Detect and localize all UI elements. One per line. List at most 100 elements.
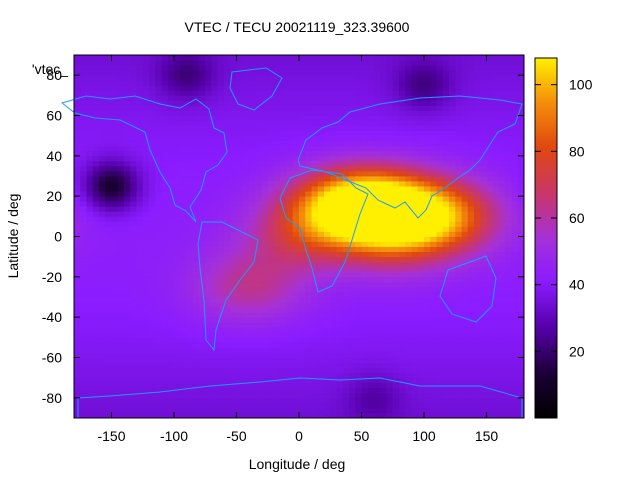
heatmap-cell	[74, 267, 81, 272]
heatmap-cell	[399, 176, 406, 181]
heatmap-cell	[387, 352, 394, 357]
heatmap-cell	[343, 75, 350, 80]
heatmap-cell	[312, 312, 319, 317]
heatmap-cell	[349, 378, 356, 383]
heatmap-cell	[249, 408, 256, 413]
heatmap-cell	[474, 327, 481, 332]
heatmap-cell	[368, 352, 375, 357]
heatmap-cell	[205, 95, 212, 100]
heatmap-cell	[305, 403, 312, 408]
heatmap-cell	[455, 90, 462, 95]
heatmap-cell	[187, 352, 194, 357]
heatmap-cell	[180, 131, 187, 136]
heatmap-cell	[287, 297, 294, 302]
heatmap-cell	[162, 126, 169, 131]
heatmap-cell	[412, 156, 419, 161]
heatmap-cell	[87, 237, 94, 242]
heatmap-cell	[174, 287, 181, 292]
heatmap-cell	[230, 378, 237, 383]
heatmap-cell	[487, 191, 494, 196]
heatmap-cell	[324, 65, 331, 70]
heatmap-cell	[449, 206, 456, 211]
heatmap-cell	[87, 70, 94, 75]
heatmap-cell	[393, 60, 400, 65]
heatmap-cell	[174, 110, 181, 115]
heatmap-cell	[287, 267, 294, 272]
heatmap-cell	[162, 393, 169, 398]
heatmap-cell	[337, 231, 344, 236]
heatmap-cell	[155, 90, 162, 95]
heatmap-cell	[418, 342, 425, 347]
heatmap-cell	[124, 171, 131, 176]
heatmap-cell	[418, 156, 425, 161]
heatmap-cell	[430, 90, 437, 95]
heatmap-cell	[255, 186, 262, 191]
heatmap-cell	[430, 146, 437, 151]
heatmap-cell	[130, 373, 137, 378]
heatmap-cell	[180, 272, 187, 277]
heatmap-cell	[499, 237, 506, 242]
heatmap-cell	[449, 247, 456, 252]
heatmap-cell	[493, 393, 500, 398]
heatmap-cell	[412, 378, 419, 383]
heatmap-cell	[168, 221, 175, 226]
heatmap-cell	[130, 201, 137, 206]
heatmap-cell	[368, 75, 375, 80]
heatmap-cell	[124, 211, 131, 216]
heatmap-cell	[487, 90, 494, 95]
heatmap-cell	[243, 60, 250, 65]
heatmap-cell	[243, 221, 250, 226]
heatmap-cell	[443, 226, 450, 231]
heatmap-cell	[149, 312, 156, 317]
heatmap-cell	[355, 388, 362, 393]
heatmap-cell	[262, 216, 269, 221]
heatmap-cell	[118, 85, 125, 90]
heatmap-cell	[230, 408, 237, 413]
heatmap-cell	[255, 368, 262, 373]
heatmap-cell	[299, 201, 306, 206]
heatmap-cell	[255, 302, 262, 307]
heatmap-cell	[505, 332, 512, 337]
heatmap-cell	[330, 186, 337, 191]
heatmap-cell	[474, 201, 481, 206]
heatmap-cell	[368, 408, 375, 413]
heatmap-cell	[93, 181, 100, 186]
heatmap-cell	[174, 352, 181, 357]
heatmap-cell	[430, 55, 437, 60]
heatmap-cell	[499, 347, 506, 352]
heatmap-cell	[218, 247, 225, 252]
heatmap-cell	[399, 121, 406, 126]
heatmap-cell	[380, 116, 387, 121]
heatmap-cell	[343, 307, 350, 312]
heatmap-cell	[418, 75, 425, 80]
heatmap-cell	[237, 342, 244, 347]
heatmap-cell	[149, 277, 156, 282]
heatmap-cell	[255, 231, 262, 236]
heatmap-cell	[480, 131, 487, 136]
heatmap-cell	[374, 408, 381, 413]
heatmap-cell	[362, 327, 369, 332]
heatmap-cell	[405, 161, 412, 166]
heatmap-cell	[224, 131, 231, 136]
heatmap-cell	[343, 322, 350, 327]
heatmap-cell	[268, 388, 275, 393]
heatmap-cell	[155, 55, 162, 60]
heatmap-cell	[255, 332, 262, 337]
heatmap-cell	[155, 116, 162, 121]
heatmap-cell	[468, 221, 475, 226]
heatmap-cell	[118, 126, 125, 131]
heatmap-cell	[399, 342, 406, 347]
heatmap-cell	[355, 337, 362, 342]
heatmap-cell	[374, 337, 381, 342]
heatmap-cell	[199, 166, 206, 171]
heatmap-cell	[224, 55, 231, 60]
heatmap-cell	[137, 216, 144, 221]
heatmap-cell	[418, 398, 425, 403]
heatmap-cell	[487, 408, 494, 413]
heatmap-cell	[130, 307, 137, 312]
heatmap-cell	[174, 136, 181, 141]
heatmap-cell	[87, 332, 94, 337]
heatmap-cell	[118, 60, 125, 65]
heatmap-cell	[305, 272, 312, 277]
heatmap-cell	[243, 55, 250, 60]
